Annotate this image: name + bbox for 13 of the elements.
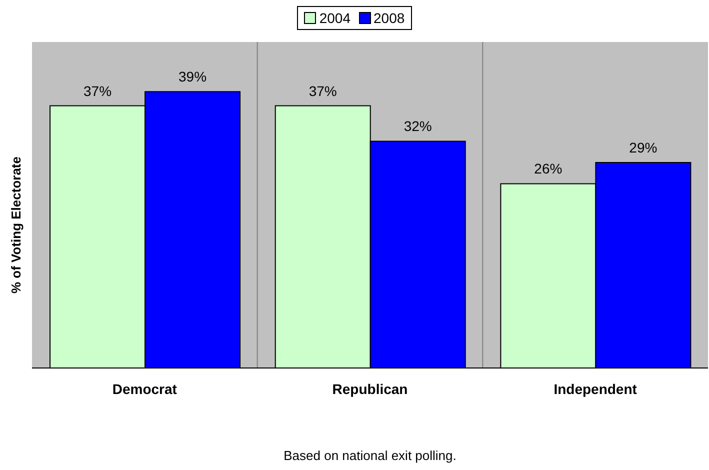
legend-label: 2004 bbox=[319, 10, 350, 26]
x-tick-label: Independent bbox=[554, 380, 638, 397]
data-label: 37% bbox=[84, 82, 112, 99]
data-label: 39% bbox=[178, 68, 207, 85]
x-tick-label: Democrat bbox=[112, 380, 178, 397]
y-axis-title: % of Voting Electorate bbox=[8, 156, 24, 294]
x-tick-label: Republican bbox=[332, 380, 408, 397]
data-label: 37% bbox=[308, 82, 337, 99]
legend-label: 2008 bbox=[374, 10, 405, 26]
text: Based on national exit polling. bbox=[282, 448, 458, 463]
data-label: 29% bbox=[629, 139, 658, 156]
data-label: 32% bbox=[404, 118, 432, 134]
data-label: 26% bbox=[534, 160, 562, 177]
